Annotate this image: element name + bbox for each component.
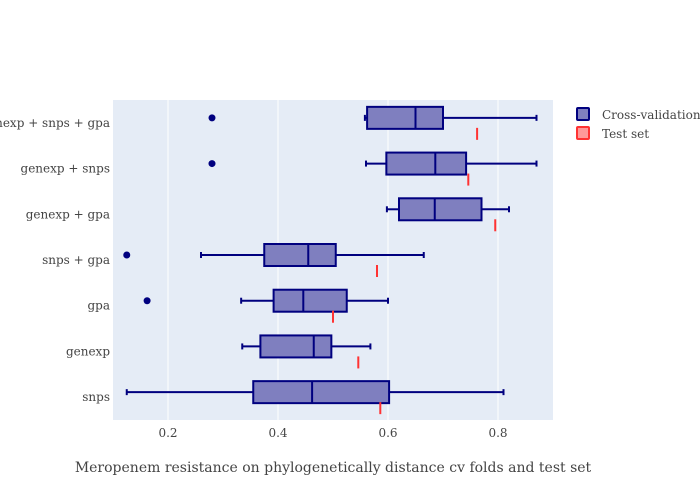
x-tick-label: 0.6 xyxy=(378,426,397,440)
cross-validation-boxes xyxy=(123,105,538,405)
legend-label-cross-validation: Cross-validation xyxy=(602,108,700,122)
cv-box-gpa xyxy=(143,288,389,313)
x-tick-label: 0.4 xyxy=(268,426,287,440)
iqr-box xyxy=(263,243,337,267)
cv-box-genexp-snps-gpa xyxy=(208,105,538,130)
iqr-box xyxy=(252,380,391,405)
cv-box-snps-gpa xyxy=(123,243,425,267)
cv-box-genexp-gpa xyxy=(385,197,510,222)
y-category-label: snps xyxy=(82,390,110,404)
y-axis-categories: snps genexp gpa snps + gpa genexp + gpa genex… xyxy=(0,116,110,404)
iqr-box xyxy=(385,151,468,176)
legend-swatch-cross-validation[interactable] xyxy=(576,107,590,121)
legend-label-test-set: Test set xyxy=(602,127,649,141)
cv-box-genexp-snps xyxy=(208,151,538,176)
test-set-markers xyxy=(332,127,497,415)
x-tick-label: 0.2 xyxy=(158,426,177,440)
legend: Cross-validation Test set xyxy=(576,107,700,141)
y-category-label: genexp + snps + gpa xyxy=(0,116,110,130)
iqr-box xyxy=(398,197,483,222)
y-category-label: genexp + snps xyxy=(21,162,110,176)
outlier-point xyxy=(208,114,216,122)
x-axis-ticks: 0.2 0.4 0.6 0.8 xyxy=(158,426,507,440)
iqr-box xyxy=(259,334,333,359)
x-tick-label: 0.8 xyxy=(488,426,507,440)
outlier-point xyxy=(208,160,216,168)
y-category-label: genexp xyxy=(66,344,110,358)
iqr-box xyxy=(272,288,348,313)
y-category-label: snps + gpa xyxy=(42,253,110,267)
cv-box-snps xyxy=(125,380,505,405)
y-category-label: genexp + gpa xyxy=(26,207,110,221)
x-axis-title: Meropenem resistance on phylogenetically… xyxy=(75,460,592,476)
outlier-point xyxy=(123,251,131,259)
y-category-label: gpa xyxy=(87,299,110,313)
cv-box-genexp xyxy=(241,334,372,359)
iqr-box xyxy=(366,105,445,130)
legend-swatch-test-set[interactable] xyxy=(576,126,590,140)
outlier-point xyxy=(143,297,151,305)
